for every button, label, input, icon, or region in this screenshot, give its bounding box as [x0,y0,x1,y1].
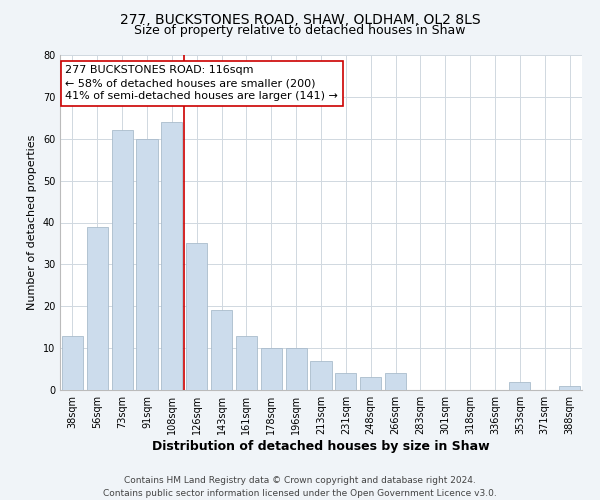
Bar [261,348,282,390]
Bar [136,138,158,390]
Bar [112,130,133,390]
Bar [211,310,232,390]
Bar [236,336,257,390]
Text: 277 BUCKSTONES ROAD: 116sqm
← 58% of detached houses are smaller (200)
41% of se: 277 BUCKSTONES ROAD: 116sqm ← 58% of det… [65,65,338,102]
Bar [310,360,332,390]
Bar [161,122,182,390]
Bar [385,373,406,390]
Bar [335,373,356,390]
Bar [360,378,381,390]
Text: Contains HM Land Registry data © Crown copyright and database right 2024.
Contai: Contains HM Land Registry data © Crown c… [103,476,497,498]
X-axis label: Distribution of detached houses by size in Shaw: Distribution of detached houses by size … [152,440,490,452]
Bar [87,226,108,390]
Text: 277, BUCKSTONES ROAD, SHAW, OLDHAM, OL2 8LS: 277, BUCKSTONES ROAD, SHAW, OLDHAM, OL2 … [119,12,481,26]
Bar [559,386,580,390]
Bar [62,336,83,390]
Bar [286,348,307,390]
Bar [186,244,207,390]
Text: Size of property relative to detached houses in Shaw: Size of property relative to detached ho… [134,24,466,37]
Y-axis label: Number of detached properties: Number of detached properties [27,135,37,310]
Bar [509,382,530,390]
